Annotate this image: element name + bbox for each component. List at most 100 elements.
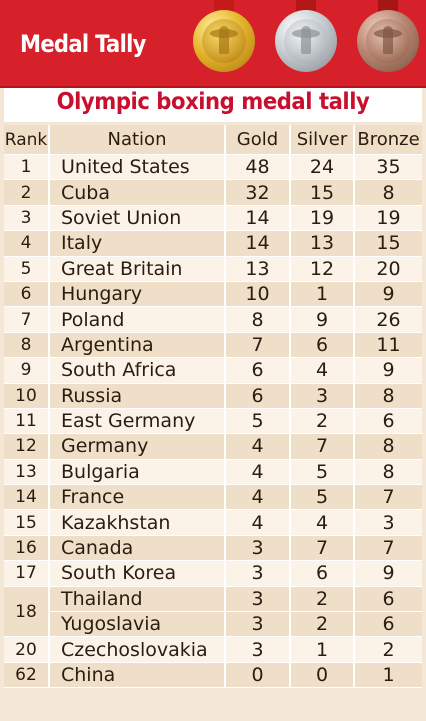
table-row: 11 East Germany 5 2 6 <box>4 408 422 435</box>
bronze-cell: 3 <box>355 510 422 536</box>
column-header-nation: Nation <box>50 125 226 155</box>
rank-cell: 11 <box>4 408 50 435</box>
rank-cell: 2 <box>4 180 50 206</box>
nation-cell: Thailand <box>50 586 226 613</box>
gold-cell: 14 <box>226 205 291 232</box>
rank-cell: 9 <box>4 358 50 384</box>
silver-cell: 2 <box>291 408 355 435</box>
table-row: 20 Czechoslovakia 3 1 2 <box>4 637 422 663</box>
table-row: 14 France 4 5 7 <box>4 485 422 511</box>
gold-cell: 4 <box>226 434 291 460</box>
table-body: 1 United States 48 24 35 2 Cuba 32 15 8 3 Soviet Un… <box>4 155 422 689</box>
rank-cell: 20 <box>4 637 50 663</box>
gold-medal-icon <box>193 10 255 72</box>
table-row: 18 Thailand 3 2 6 <box>4 586 422 638</box>
bronze-cell: 20 <box>355 256 422 282</box>
silver-ribbon-icon <box>296 0 316 12</box>
gold-cell: 48 <box>226 155 291 181</box>
nation-cell: Yugoslavia <box>50 612 226 638</box>
table-row: 62 China 0 0 1 <box>4 662 422 689</box>
gold-cell: 4 <box>226 510 291 536</box>
nation-cell: Soviet Union <box>50 205 226 232</box>
header-banner: Medal Tally <box>0 0 426 88</box>
rank-cell: 6 <box>4 281 50 308</box>
table-row: Yugoslavia 3 2 6 <box>4 612 422 638</box>
rank-cell: 16 <box>4 535 50 562</box>
table-row: 8 Argentina 7 6 11 <box>4 332 422 359</box>
table-row: 17 South Korea 3 6 9 <box>4 561 422 587</box>
nation-cell: United States <box>50 155 226 181</box>
nation-cell: Germany <box>50 434 226 460</box>
silver-medal-icon <box>275 10 337 72</box>
silver-cell: 7 <box>291 535 355 562</box>
rank-cell: 5 <box>4 256 50 282</box>
silver-cell: 19 <box>291 205 355 232</box>
rank-cell: 15 <box>4 510 50 536</box>
table-row: 12 Germany 4 7 8 <box>4 434 422 460</box>
table-row: 10 Russia 6 3 8 <box>4 383 422 409</box>
rank-cell: 14 <box>4 485 50 511</box>
gold-cell: 4 <box>226 485 291 511</box>
bronze-cell: 11 <box>355 332 422 359</box>
rank-cell: 18 <box>4 586 50 638</box>
silver-cell: 4 <box>291 358 355 384</box>
medal-table: Rank Nation Gold Silver Bronze 1 United S… <box>4 125 422 689</box>
bronze-cell: 8 <box>355 383 422 409</box>
table-title-bar: Olympic boxing medal tally <box>4 88 422 122</box>
nation-cell: France <box>50 485 226 511</box>
nation-cell: Russia <box>50 383 226 409</box>
nation-cell: China <box>50 662 226 689</box>
bronze-cell: 7 <box>355 535 422 562</box>
bronze-cell: 15 <box>355 231 422 257</box>
bronze-cell: 2 <box>355 637 422 663</box>
silver-cell: 1 <box>291 281 355 308</box>
silver-cell: 12 <box>291 256 355 282</box>
silver-cell: 6 <box>291 561 355 587</box>
gold-cell: 7 <box>226 332 291 359</box>
silver-cell: 2 <box>291 612 355 638</box>
table-row: 15 Kazakhstan 4 4 3 <box>4 510 422 536</box>
nation-cell: East Germany <box>50 408 226 435</box>
silver-cell: 13 <box>291 231 355 257</box>
table-row: 3 Soviet Union 14 19 19 <box>4 205 422 232</box>
silver-cell: 5 <box>291 485 355 511</box>
silver-cell: 6 <box>291 332 355 359</box>
nation-cell: Poland <box>50 307 226 333</box>
gold-cell: 3 <box>226 637 291 663</box>
gold-cell: 6 <box>226 383 291 409</box>
nation-cell: Cuba <box>50 180 226 206</box>
nation-cell: Czechoslovakia <box>50 637 226 663</box>
bronze-cell: 7 <box>355 485 422 511</box>
gold-cell: 0 <box>226 662 291 689</box>
gold-cell: 10 <box>226 281 291 308</box>
bronze-ribbon-icon <box>378 0 398 12</box>
gold-cell: 8 <box>226 307 291 333</box>
silver-cell: 0 <box>291 662 355 689</box>
gold-cell: 6 <box>226 358 291 384</box>
gold-cell: 4 <box>226 459 291 486</box>
silver-cell: 7 <box>291 434 355 460</box>
silver-cell: 5 <box>291 459 355 486</box>
bronze-cell: 26 <box>355 307 422 333</box>
gold-cell: 3 <box>226 561 291 587</box>
table-frame: Olympic boxing medal tally Rank Nation G… <box>0 88 426 721</box>
table-row: 1 United States 48 24 35 <box>4 155 422 181</box>
rank-cell: 1 <box>4 155 50 181</box>
medal-images <box>180 0 426 88</box>
rank-cell: 10 <box>4 383 50 409</box>
table-title: Olympic boxing medal tally <box>56 89 370 115</box>
nation-cell: South Africa <box>50 358 226 384</box>
gold-cell: 14 <box>226 231 291 257</box>
silver-cell: 15 <box>291 180 355 206</box>
rank-cell: 8 <box>4 332 50 359</box>
gold-ribbon-icon <box>214 0 234 12</box>
silver-cell: 24 <box>291 155 355 181</box>
table-row: 2 Cuba 32 15 8 <box>4 180 422 206</box>
gold-cell: 3 <box>226 612 291 638</box>
nation-cell: Argentina <box>50 332 226 359</box>
silver-cell: 3 <box>291 383 355 409</box>
gold-cell: 3 <box>226 535 291 562</box>
header-title: Medal Tally <box>20 30 146 58</box>
bronze-cell: 8 <box>355 459 422 486</box>
